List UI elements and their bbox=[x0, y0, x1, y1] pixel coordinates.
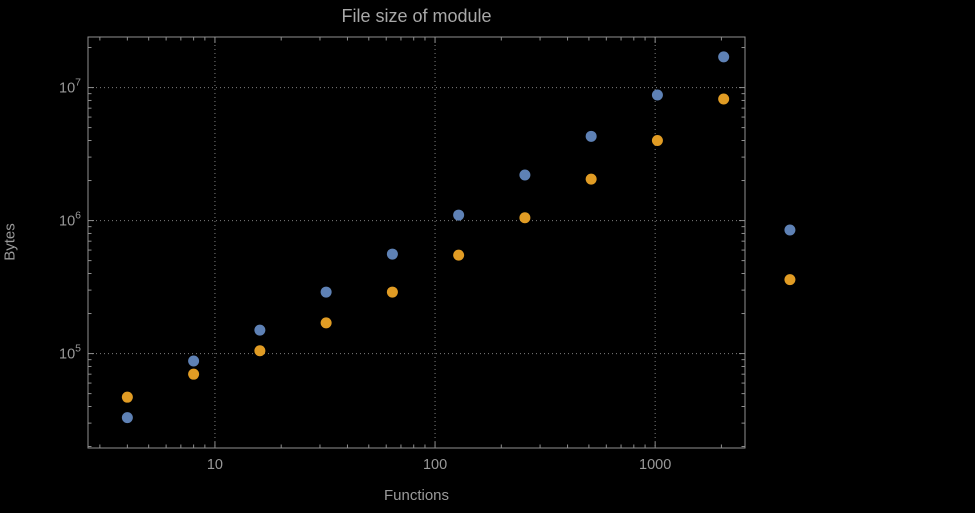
data-point-series-blue bbox=[718, 51, 730, 63]
data-point-series-blue bbox=[651, 89, 663, 101]
data-point-series-orange bbox=[784, 274, 796, 286]
data-point-series-blue bbox=[386, 248, 398, 260]
data-point-series-blue bbox=[254, 324, 266, 336]
data-point-series-blue bbox=[453, 209, 465, 221]
y-tick-label: 106 bbox=[59, 210, 81, 230]
y-axis-label: Bytes bbox=[1, 223, 19, 261]
data-point-series-orange bbox=[188, 368, 200, 380]
data-point-series-orange bbox=[386, 286, 398, 298]
data-point-series-orange bbox=[519, 212, 531, 224]
x-tick-label: 1000 bbox=[639, 457, 671, 473]
chart-title: File size of module bbox=[341, 6, 492, 26]
data-point-series-orange bbox=[718, 93, 730, 105]
y-tick-label: 105 bbox=[59, 343, 81, 363]
x-axis-label: Functions bbox=[383, 487, 450, 504]
data-point-series-blue bbox=[585, 130, 597, 142]
data-point-series-blue bbox=[519, 169, 531, 181]
plot-frame bbox=[87, 36, 746, 449]
data-point-series-orange bbox=[651, 134, 663, 146]
y-tick-label: 107 bbox=[59, 77, 81, 97]
data-point-series-blue bbox=[784, 224, 796, 236]
data-point-series-orange bbox=[254, 345, 266, 357]
x-tick-label: 100 bbox=[423, 457, 447, 473]
data-point-series-orange bbox=[585, 173, 597, 185]
x-tick-label: 10 bbox=[207, 457, 223, 473]
data-point-series-blue bbox=[188, 355, 200, 367]
data-point-series-blue bbox=[121, 412, 133, 424]
data-point-series-blue bbox=[320, 286, 332, 298]
data-point-series-orange bbox=[320, 317, 332, 329]
data-point-series-orange bbox=[121, 391, 133, 403]
data-point-series-orange bbox=[453, 249, 465, 261]
